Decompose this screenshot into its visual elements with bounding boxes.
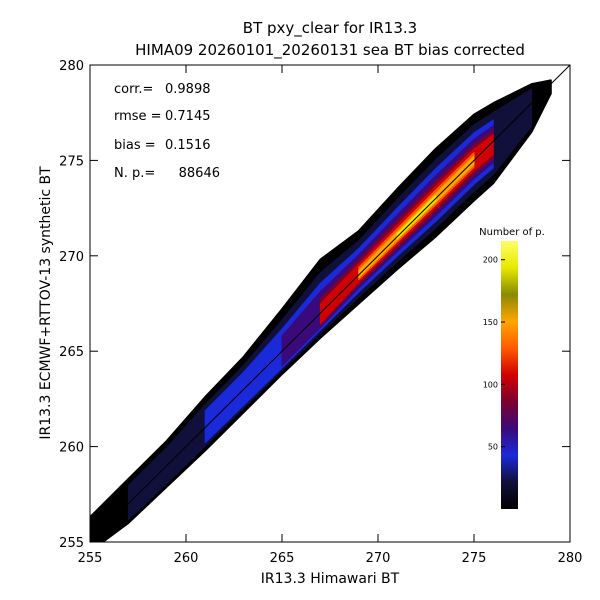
density-cloud	[90, 79, 552, 542]
colorbar-tick-label: 150	[483, 318, 498, 327]
plot-frame	[89, 64, 571, 543]
y-axis: 255 260 265 270 275 280	[59, 59, 570, 551]
y-tick-label: 265	[59, 345, 84, 360]
y-tick-label: 275	[59, 154, 84, 169]
colorbar-gradient	[501, 241, 518, 509]
statistics-panel: corr.= 0.9898 rmse = 0.7145 bias = 0.151…	[114, 82, 220, 181]
x-tick-label: 255	[78, 551, 103, 566]
stat-corr-value: 0.9898	[165, 82, 211, 97]
x-tick-label: 260	[174, 551, 199, 566]
colorbar-tick-label: 50	[488, 443, 498, 452]
one-to-one-line	[89, 64, 571, 543]
y-tick-label: 270	[59, 250, 84, 265]
stat-corr-label: corr.=	[114, 82, 153, 97]
stat-rmse-label: rmse =	[114, 109, 162, 124]
colorbar-title: Number of p.	[479, 227, 545, 238]
y-tick-label: 260	[59, 441, 84, 456]
y-tick-label: 280	[59, 59, 84, 74]
stat-bias-label: bias =	[114, 138, 156, 153]
chart-subtitle: HIMA09 20260101_20260131 sea BT bias cor…	[135, 41, 525, 60]
x-axis-label: IR13.3 Himawari BT	[261, 571, 400, 587]
x-tick-label: 275	[462, 551, 487, 566]
y-axis-label: IR13.3 ECMWF+RTTOV-13 synthetic BT	[38, 166, 54, 440]
x-tick-label: 265	[270, 551, 295, 566]
colorbar-tick-label: 100	[483, 380, 498, 389]
x-axis: 255 260 265 270 275 280	[78, 65, 583, 566]
stat-np-value: 88646	[179, 166, 220, 181]
stat-rmse-value: 0.7145	[165, 109, 211, 124]
stat-np-label: N. p.=	[114, 166, 155, 181]
colorbar: Number of p. 50 100 150 200	[479, 227, 545, 509]
y-tick-label: 255	[59, 536, 84, 551]
colorbar-tick-label: 200	[483, 256, 498, 265]
x-tick-label: 270	[366, 551, 391, 566]
chart-title: BT pxy_clear for IR13.3	[243, 19, 417, 38]
x-tick-label: 280	[558, 551, 583, 566]
stat-bias-value: 0.1516	[165, 138, 211, 153]
